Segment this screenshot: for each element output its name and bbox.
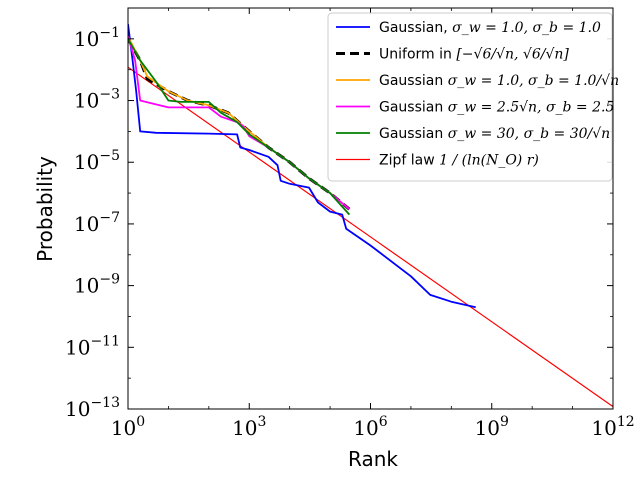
legend-label-3: Gaussian σ_w = 2.5√n, σ_b = 2.5 xyxy=(379,100,614,116)
series-line-5 xyxy=(128,66,613,408)
x-tick-label: 100 xyxy=(111,414,145,440)
y-tick-label: 10−11 xyxy=(65,333,120,359)
legend-label-2: Gaussian σ_w = 1.0, σ_b = 1.0/√n xyxy=(379,73,619,89)
legend-box xyxy=(327,12,613,182)
legend-label-0: Gaussian, σ_w = 1.0, σ_b = 1.0 xyxy=(379,20,601,36)
plot-area xyxy=(127,7,614,410)
series-group xyxy=(128,23,613,408)
legend: Gaussian, σ_w = 1.0, σ_b = 1.0 Uniform in… xyxy=(327,12,619,182)
y-tick-label: 10−1 xyxy=(74,25,120,51)
y-tick-label: 10−7 xyxy=(74,210,120,236)
y-axis-label: Probability xyxy=(33,156,57,262)
legend-label-5: Zipf law 1 / (ln(N_O) r) xyxy=(379,153,539,169)
legend-label-4: Gaussian σ_w = 30, σ_b = 30/√n xyxy=(379,126,610,142)
y-tick-label: 10−9 xyxy=(74,272,120,298)
legend-label-1: Uniform in [−√6/√n, √6/√n] xyxy=(379,47,569,63)
y-tick-label: 10−13 xyxy=(65,395,120,421)
y-tick-label: 10−3 xyxy=(74,87,120,113)
series-line-0 xyxy=(128,23,476,309)
x-tick-label: 103 xyxy=(232,414,266,440)
x-tick-label: 1012 xyxy=(591,414,634,440)
x-axis-label: Rank xyxy=(348,447,398,471)
y-tick-label: 10−5 xyxy=(74,148,120,174)
axis-ticks: 100 103 106 109 1012 10−1 10−3 10−5 10−7 10−9 10−1… xyxy=(65,7,635,440)
x-tick-label: 109 xyxy=(475,414,509,440)
x-tick-label: 106 xyxy=(353,414,387,440)
series-line-4 xyxy=(128,38,351,216)
